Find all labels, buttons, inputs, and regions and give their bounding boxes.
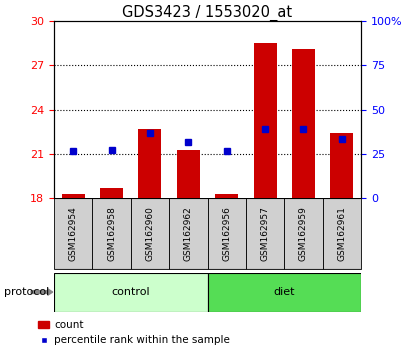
Bar xyxy=(54,273,208,312)
Bar xyxy=(131,198,169,269)
Text: GSM162960: GSM162960 xyxy=(145,206,154,261)
Text: GSM162962: GSM162962 xyxy=(184,206,193,261)
Bar xyxy=(100,188,123,198)
Text: GSM162958: GSM162958 xyxy=(107,206,116,261)
Text: GSM162959: GSM162959 xyxy=(299,206,308,261)
Bar xyxy=(208,273,361,312)
Text: GSM162956: GSM162956 xyxy=(222,206,231,261)
Bar xyxy=(330,133,354,198)
Bar xyxy=(215,194,238,198)
Bar xyxy=(62,194,85,198)
Bar xyxy=(254,44,276,198)
Text: protocol: protocol xyxy=(4,287,49,297)
Bar xyxy=(93,198,131,269)
Text: GSM162961: GSM162961 xyxy=(337,206,347,261)
Legend: count, percentile rank within the sample: count, percentile rank within the sample xyxy=(39,320,230,346)
Bar xyxy=(208,198,246,269)
Text: GSM162957: GSM162957 xyxy=(261,206,270,261)
Bar xyxy=(323,198,361,269)
Bar xyxy=(169,198,208,269)
Text: diet: diet xyxy=(273,287,295,297)
Text: GSM162954: GSM162954 xyxy=(68,206,78,261)
Bar xyxy=(284,198,323,269)
Title: GDS3423 / 1553020_at: GDS3423 / 1553020_at xyxy=(122,5,293,21)
Bar xyxy=(54,198,92,269)
Text: control: control xyxy=(111,287,150,297)
Bar xyxy=(177,149,200,198)
Bar xyxy=(292,49,315,198)
Bar xyxy=(246,198,284,269)
Bar xyxy=(139,129,161,198)
